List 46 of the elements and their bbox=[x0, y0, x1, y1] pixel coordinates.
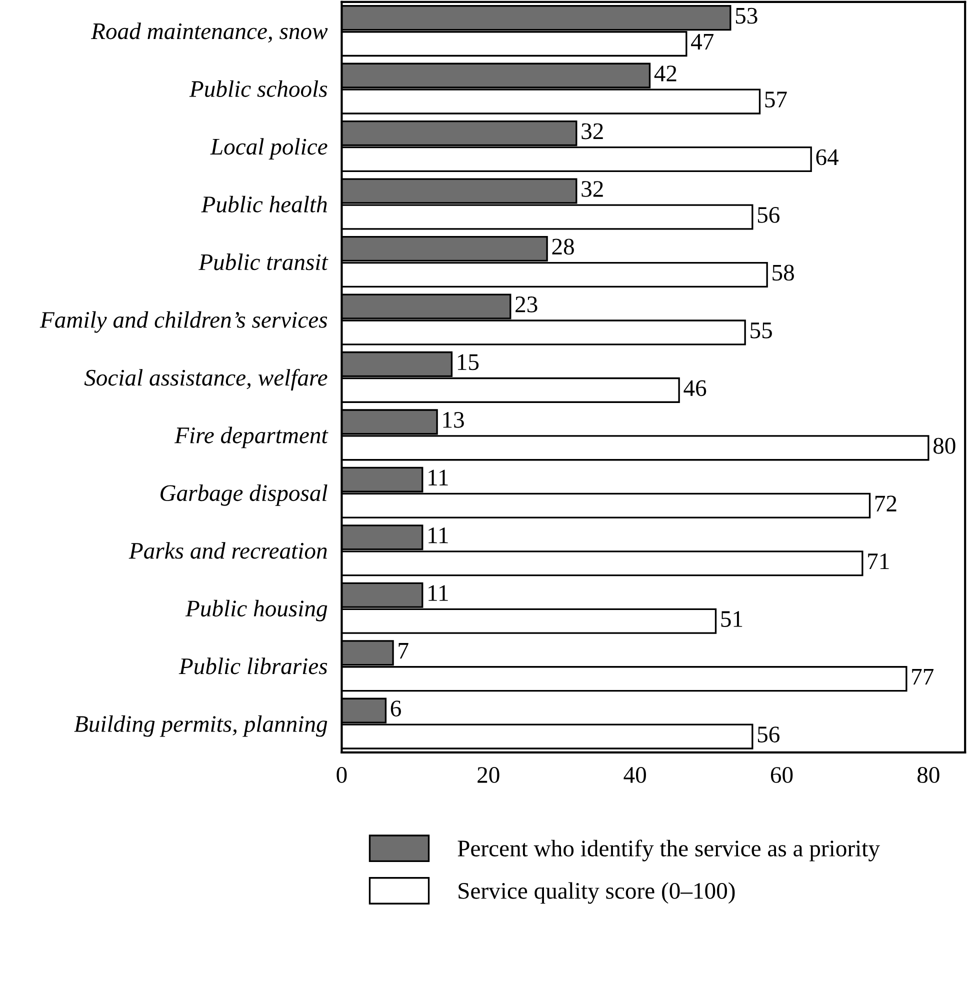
data-label: 57 bbox=[765, 92, 787, 108]
y-tick-label: Public transit bbox=[198, 254, 328, 270]
legend-label: Percent who identify the service as a priority bbox=[458, 840, 880, 862]
y-tick-label: Public libraries bbox=[178, 658, 328, 674]
x-tick-label: 60 bbox=[770, 767, 793, 783]
x-tick-label: 80 bbox=[918, 767, 940, 783]
data-label: 46 bbox=[684, 380, 706, 396]
data-label: 28 bbox=[552, 238, 574, 255]
data-label: 51 bbox=[721, 611, 742, 628]
data-label: 80 bbox=[933, 438, 956, 454]
y-tick-label: Public housing bbox=[185, 600, 328, 622]
y-tick-label: Parks and recreation bbox=[128, 542, 327, 559]
data-label: 47 bbox=[691, 34, 714, 50]
data-label: 77 bbox=[912, 669, 934, 684]
data-label: 56 bbox=[758, 207, 780, 223]
y-tick-label: Road maintenance, snow bbox=[90, 22, 328, 43]
legend-label: Service quality score (0–100) bbox=[458, 882, 735, 904]
data-label: 32 bbox=[582, 123, 603, 140]
data-label: 7 bbox=[398, 643, 408, 659]
x-tick-label: 20 bbox=[478, 767, 500, 783]
y-tick-label: Public health bbox=[201, 196, 327, 212]
data-label: 23 bbox=[516, 296, 538, 312]
data-label: 11 bbox=[428, 527, 448, 544]
data-label: 71 bbox=[868, 553, 889, 570]
x-tick-label: 40 bbox=[624, 767, 646, 783]
data-label: 6 bbox=[390, 700, 401, 716]
y-tick-label: Social assistance, welfare bbox=[84, 368, 328, 391]
y-tick-label: Fire department bbox=[174, 426, 328, 448]
data-label: 72 bbox=[875, 496, 896, 512]
data-label: 64 bbox=[816, 149, 838, 166]
y-tick-label: Local police bbox=[210, 138, 328, 160]
y-tick-label: Building permits, planning bbox=[74, 715, 328, 737]
data-label: 11 bbox=[428, 470, 448, 486]
data-label: 55 bbox=[750, 322, 772, 338]
y-tick-label: Garbage disposal bbox=[160, 484, 328, 506]
data-label: 53 bbox=[736, 8, 758, 24]
y-tick-label: Public schools bbox=[189, 80, 328, 98]
data-label: 11 bbox=[428, 585, 448, 601]
data-label: 32 bbox=[582, 181, 603, 197]
data-label: 15 bbox=[458, 354, 479, 370]
y-tick-label: Family and children’s services bbox=[40, 311, 328, 333]
data-label: 13 bbox=[443, 412, 464, 428]
data-label: 56 bbox=[758, 726, 780, 742]
x-tick-label: 0 bbox=[336, 767, 347, 783]
data-label: 58 bbox=[772, 264, 794, 281]
data-label: 42 bbox=[654, 66, 676, 82]
